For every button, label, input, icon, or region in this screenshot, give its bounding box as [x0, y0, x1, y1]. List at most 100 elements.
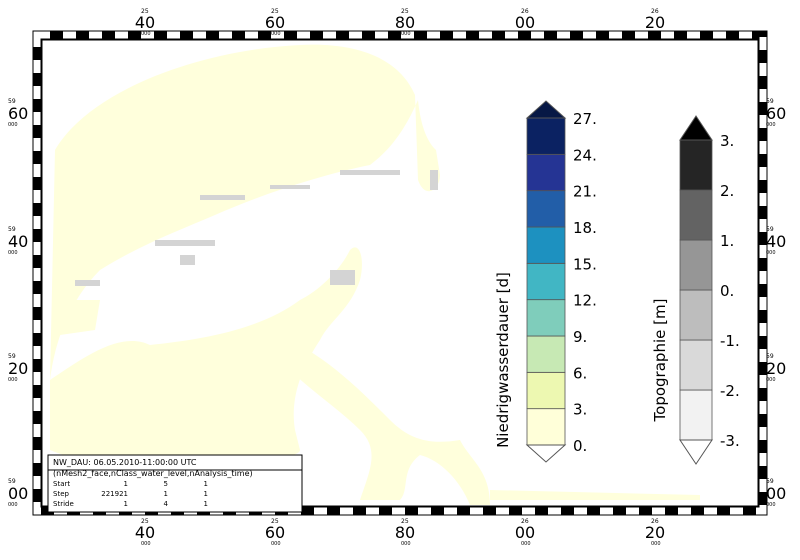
- colorbar-segment: [526, 190, 566, 228]
- colorbar-tick-label: 27.: [573, 110, 597, 128]
- colorbar-segment: [679, 239, 713, 291]
- colorbar-over: [679, 115, 713, 141]
- info-title: NW_DAU: 06.05.2010-11:00:00 UTC: [53, 458, 197, 467]
- colorbar-over: [525, 100, 567, 119]
- info-cell: Stride: [53, 500, 74, 508]
- info-cell: 1: [204, 480, 208, 488]
- lat-sec: 000: [766, 377, 776, 383]
- colorbar-segment: [526, 262, 566, 301]
- info-cell: 1: [164, 490, 168, 498]
- lon-deg: 25: [401, 518, 409, 525]
- colorbar-tick-label: 3.: [720, 132, 734, 150]
- lat-deg: 59: [766, 98, 774, 105]
- colorbar-tick-label: 21.: [573, 183, 597, 201]
- lat-sec: 000: [8, 250, 18, 256]
- info-cell: 4: [164, 500, 169, 508]
- colorbar-tick-label: -2.: [720, 382, 740, 400]
- lon-sec: 000: [651, 31, 661, 37]
- lon-deg: 25: [141, 518, 149, 525]
- colorbar-tick-label: -1.: [720, 332, 740, 350]
- lat-min: 00: [766, 484, 786, 503]
- colorbar-segment: [526, 408, 566, 446]
- colorbar-segment: [526, 335, 566, 373]
- lat-sec: 000: [8, 502, 18, 508]
- lon-min: 60: [265, 13, 285, 32]
- lon-min: 80: [395, 13, 415, 32]
- colorbar-under: [679, 439, 713, 465]
- colorbar-segment: [679, 389, 713, 441]
- lon-min: 80: [395, 523, 415, 542]
- lat-deg: 59: [8, 98, 16, 105]
- info-cell: 221921: [101, 490, 128, 498]
- lon-min: 20: [645, 523, 665, 542]
- lat-sec: 000: [8, 122, 18, 128]
- colorbar-segment: [679, 339, 713, 391]
- lat-min: 00: [8, 484, 28, 503]
- info-cell: 1: [204, 500, 208, 508]
- colorbar-tick-label: 1.: [720, 232, 734, 250]
- lat-deg: 59: [766, 478, 774, 485]
- lon-deg: 25: [141, 8, 149, 15]
- colorbar-tick-label: 2.: [720, 182, 734, 200]
- colorbar-segment: [679, 139, 713, 191]
- lon-sec: 000: [651, 541, 661, 547]
- colorbar-segment: [679, 189, 713, 241]
- map-shape: [50, 44, 700, 505]
- colorbar-label: Niedrigwasserdauer [d]: [494, 272, 512, 448]
- colorbar-tick-label: 12.: [573, 292, 597, 310]
- plot-frame: [41, 39, 759, 507]
- colorbar-under: [525, 444, 567, 463]
- lat-sec: 000: [766, 122, 776, 128]
- lon-sec: 000: [271, 31, 281, 37]
- info-cell: 5: [164, 480, 168, 488]
- info-dims: (nMesh2_face,nClass_water_level,nAnalysi…: [53, 469, 253, 478]
- lon-deg: 25: [401, 8, 409, 15]
- lat-min: 20: [766, 359, 786, 378]
- lon-min: 20: [645, 13, 665, 32]
- lon-sec: 000: [521, 31, 531, 37]
- lon-sec: 000: [141, 541, 151, 547]
- lat-sec: 000: [766, 250, 776, 256]
- lat-deg: 59: [8, 226, 16, 233]
- lat-min: 40: [766, 232, 786, 251]
- colorbar-tick-label: 3.: [573, 401, 587, 419]
- colorbar-tick-label: 24.: [573, 146, 597, 164]
- lon-min: 40: [135, 13, 155, 32]
- colorbar-segment: [679, 289, 713, 341]
- lat-min: 60: [766, 104, 786, 123]
- colorbar-tick-label: 0.: [720, 282, 734, 300]
- lat-sec: 000: [8, 377, 18, 383]
- info-cell: 1: [124, 480, 128, 488]
- lat-sec: 000: [766, 502, 776, 508]
- colorbar-tick-label: 9.: [573, 328, 587, 346]
- lon-sec: 000: [401, 541, 411, 547]
- lat-min: 20: [8, 359, 28, 378]
- lat-deg: 59: [8, 478, 16, 485]
- info-cell: 1: [204, 490, 208, 498]
- colorbar-segment: [526, 117, 566, 155]
- colorbar-tick-label: -3.: [720, 432, 740, 450]
- info-frame: [47, 454, 303, 513]
- lon-sec: 000: [271, 541, 281, 547]
- lon-min: 60: [265, 523, 285, 542]
- colorbar-segment: [526, 153, 566, 192]
- colorbar-tick-label: 0.: [573, 437, 587, 455]
- colorbar-label: Topographie [m]: [651, 299, 669, 423]
- colorbar-tick-label: 18.: [573, 219, 597, 237]
- info-box: NW_DAU: 06.05.2010-11:00:00 UTC (nMesh2_…: [47, 454, 303, 513]
- lon-deg: 25: [271, 8, 279, 15]
- lon-deg: 26: [521, 8, 529, 15]
- lat-min: 40: [8, 232, 28, 251]
- colorbar-segment: [526, 371, 566, 410]
- lat-min: 60: [8, 104, 28, 123]
- lon-min: 00: [515, 13, 535, 32]
- lat-deg: 59: [8, 353, 16, 360]
- lon-deg: 25: [271, 518, 279, 525]
- lon-min: 40: [135, 523, 155, 542]
- lon-sec: 000: [401, 31, 411, 37]
- lat-deg: 59: [766, 226, 774, 233]
- info-cell: Step: [53, 490, 69, 498]
- colorbar-tick-label: 6.: [573, 364, 587, 382]
- colorbar-segment: [526, 299, 566, 337]
